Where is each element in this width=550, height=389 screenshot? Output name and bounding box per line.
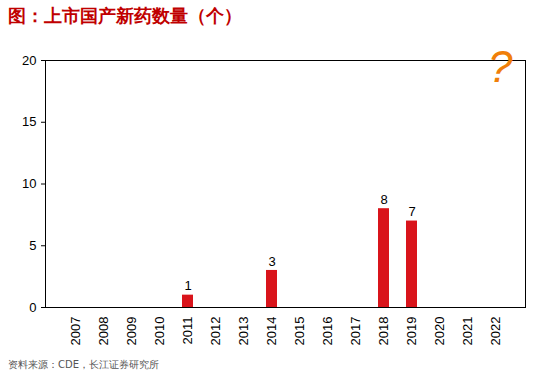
svg-text:2017: 2017 [348, 317, 363, 346]
svg-text:2015: 2015 [292, 317, 307, 346]
svg-text:2019: 2019 [404, 317, 419, 346]
html-text:图：上市国产新药数量（个）: 图：上市国产新药数量（个） [8, 5, 242, 26]
svg-text:8: 8 [380, 192, 387, 207]
svg-text:2013: 2013 [236, 317, 251, 346]
svg-text:5: 5 [29, 238, 36, 253]
svg-text:2012: 2012 [208, 317, 223, 346]
svg-text:2020: 2020 [432, 317, 447, 346]
svg-text:10: 10 [22, 176, 36, 191]
svg-text:7: 7 [408, 204, 415, 219]
svg-text:2021: 2021 [460, 317, 475, 346]
svg-text:3: 3 [268, 254, 275, 269]
svg-text:2016: 2016 [320, 317, 335, 346]
svg-text:2018: 2018 [376, 317, 391, 346]
svg-text:2009: 2009 [124, 317, 139, 346]
svg-text:15: 15 [22, 114, 36, 129]
svg-text:2014: 2014 [264, 317, 279, 346]
svg-text:2011: 2011 [180, 317, 195, 345]
svg-text:2010: 2010 [152, 317, 167, 346]
svg-text:1: 1 [184, 278, 191, 293]
svg-text:20: 20 [22, 53, 36, 68]
svg-text:2008: 2008 [96, 317, 111, 346]
svg-text:2022: 2022 [488, 317, 503, 346]
svg-text:2007: 2007 [68, 317, 83, 346]
html-text:资料来源：CDE，长江证券研究所: 资料来源：CDE，长江证券研究所 [8, 359, 159, 370]
svg-text:0: 0 [29, 300, 36, 315]
